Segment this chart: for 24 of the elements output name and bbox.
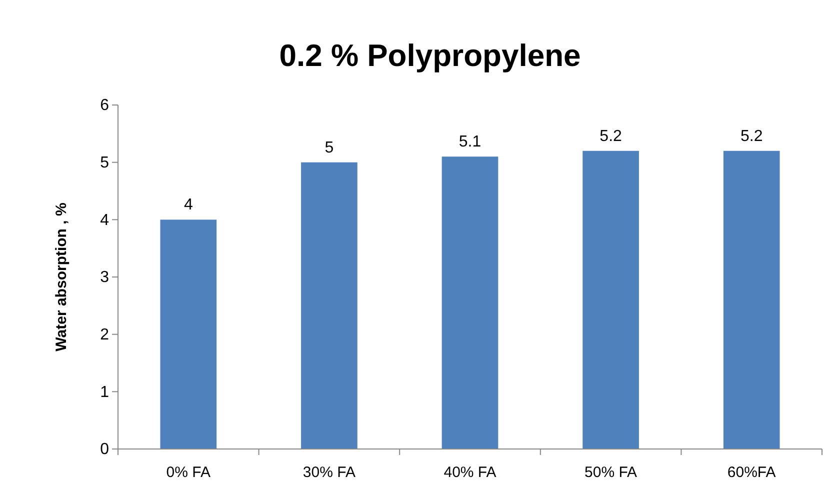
bar <box>582 150 639 449</box>
bar <box>723 150 780 449</box>
y-tick-label: 5 <box>100 154 110 172</box>
y-axis-title: Water absorption , % <box>53 202 70 352</box>
chart-title: 0.2 % Polypropylene <box>279 38 581 73</box>
y-tick-label: 3 <box>100 269 110 286</box>
y-tick-label: 1 <box>100 384 110 401</box>
data-label: 5.2 <box>600 128 622 145</box>
y-tick-label: 0 <box>100 441 110 458</box>
y-tick-label: 4 <box>100 212 110 229</box>
x-tick-label: 40% FA <box>444 464 496 481</box>
bar <box>301 162 358 449</box>
y-tick-label: 2 <box>100 326 110 344</box>
data-label: 5.2 <box>740 128 763 145</box>
data-label: 5 <box>324 139 334 156</box>
x-tick-label: 50% FA <box>584 464 638 481</box>
bar <box>160 220 217 449</box>
data-label: 5.1 <box>458 134 482 151</box>
x-tick-label: 30% FA <box>302 464 356 481</box>
x-tick-label: 60%FA <box>727 464 776 481</box>
x-tick-label: 0% FA <box>166 464 210 481</box>
y-tick-label: 6 <box>100 97 110 114</box>
bar <box>442 156 498 449</box>
data-label: 4 <box>184 196 193 214</box>
